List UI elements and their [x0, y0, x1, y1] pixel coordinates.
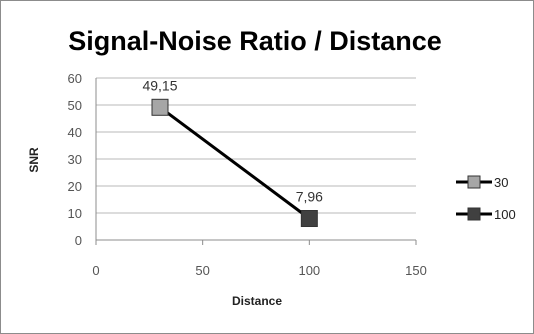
data-points — [151, 98, 318, 228]
y-axis-ticks: 0 10 20 30 40 50 60 — [68, 71, 82, 248]
data-point-30 — [151, 98, 169, 116]
y-tick-label: 40 — [68, 125, 82, 140]
x-axis-ticks: 0 50 100 150 — [92, 240, 427, 278]
y-tick-label: 60 — [68, 71, 82, 86]
y-tick-label: 20 — [68, 179, 82, 194]
y-tick-label: 50 — [68, 98, 82, 113]
legend-marker-100 — [467, 207, 481, 221]
x-tick-label: 150 — [405, 263, 427, 278]
gridlines — [95, 77, 416, 241]
y-tick-label: 10 — [68, 206, 82, 221]
y-axis-title: SNR — [27, 147, 41, 173]
chart-title: Signal-Noise Ratio / Distance — [68, 26, 442, 56]
x-axis-title: Distance — [232, 294, 282, 308]
legend: 30 100 — [456, 175, 516, 222]
legend-marker-30 — [467, 175, 481, 189]
y-tick-label: 30 — [68, 152, 82, 167]
legend-label-100: 100 — [494, 207, 516, 222]
x-tick-label: 100 — [298, 263, 320, 278]
data-label-100: 7,96 — [296, 189, 323, 205]
data-labels: 49,15 7,96 — [142, 77, 323, 204]
y-tick-label: 0 — [75, 233, 82, 248]
legend-label-30: 30 — [494, 175, 508, 190]
x-tick-label: 0 — [92, 263, 99, 278]
data-point-100 — [300, 210, 318, 228]
x-tick-label: 50 — [195, 263, 209, 278]
data-label-30: 49,15 — [142, 77, 177, 93]
series-connector-line — [159, 106, 311, 220]
